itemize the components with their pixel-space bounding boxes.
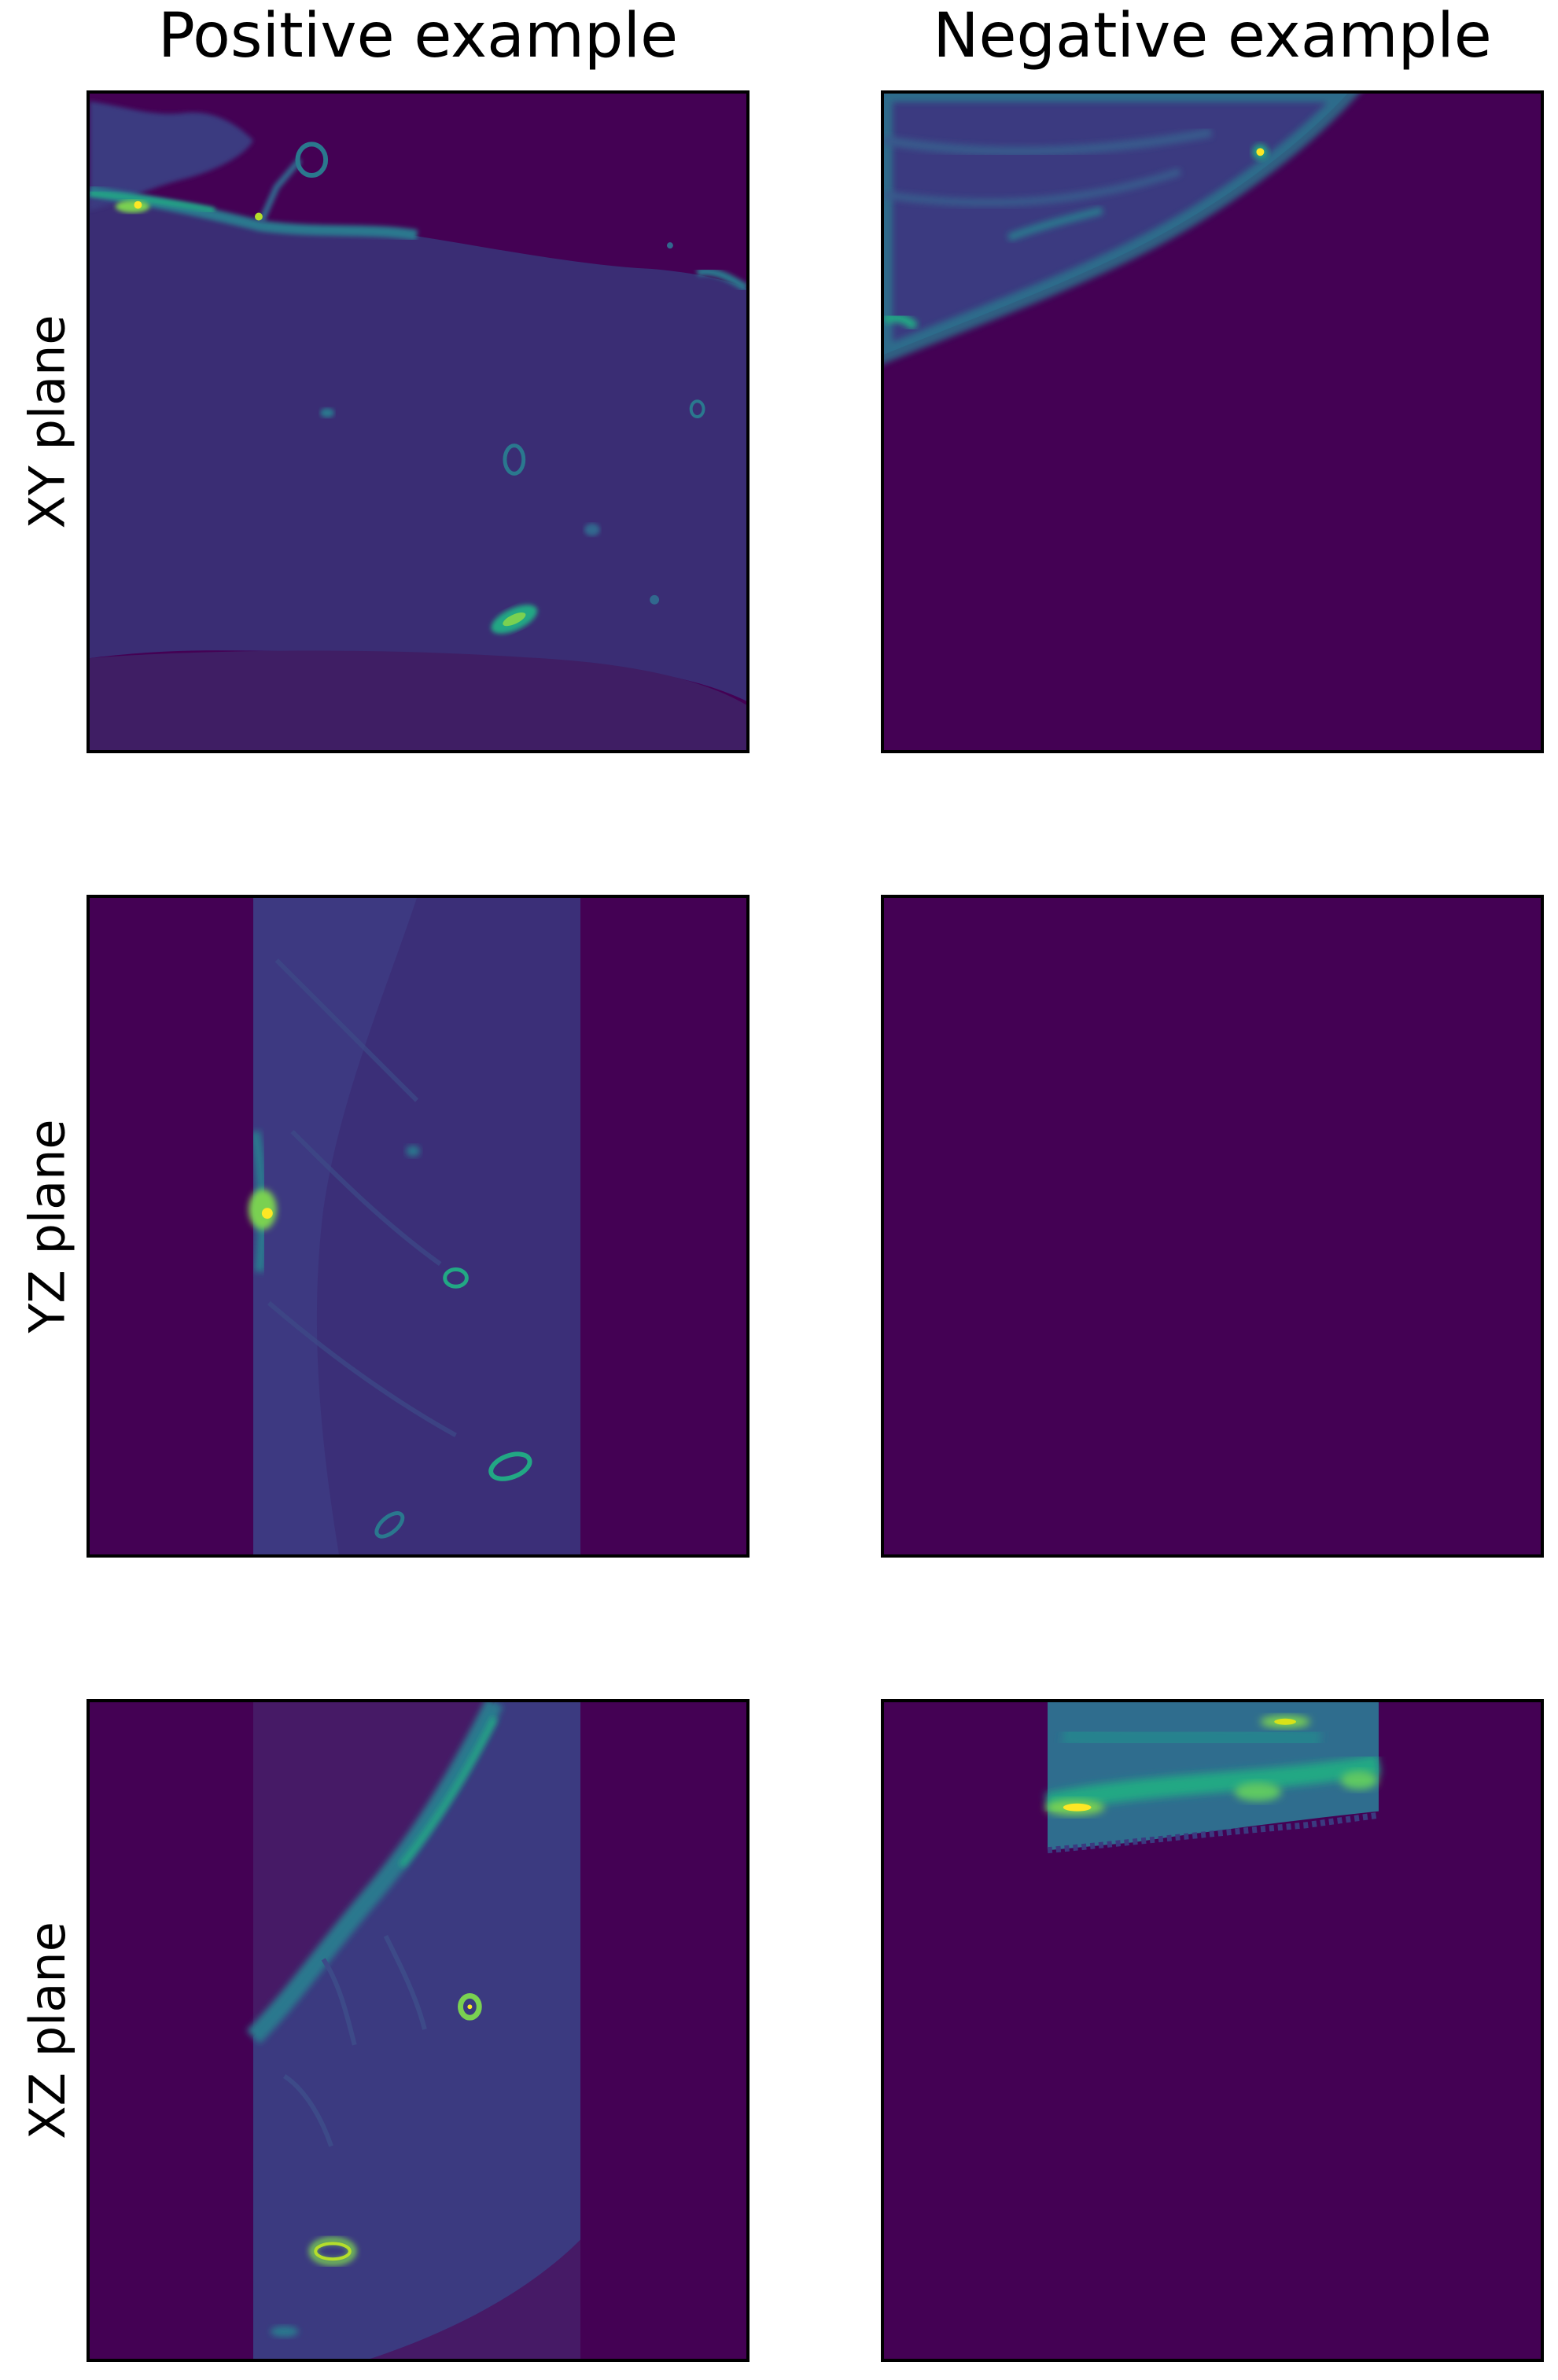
panel-xy-positive [87,90,750,753]
column-title-negative: Negative example [933,1,1492,72]
microscopy-image-yz-positive [90,898,746,1554]
microscopy-image-xz-negative [884,1702,1541,2359]
row-label-xy: XY plane [18,315,76,529]
row-label-yz: YZ plane [18,1119,76,1333]
microscopy-image-xy-negative [884,94,1541,750]
column-title-positive: Positive example [157,1,679,72]
panel-yz-negative [881,895,1544,1558]
microscopy-image-xy-positive [90,94,746,750]
microscopy-image-xz-positive [90,1702,746,2359]
panel-xy-negative [881,90,1544,753]
microscopy-image-yz-negative [884,898,1541,1554]
panel-xz-positive [87,1699,750,2362]
row-label-xz: XZ plane [18,1922,76,2139]
panel-xz-negative [881,1699,1544,2362]
panel-yz-positive [87,895,750,1558]
